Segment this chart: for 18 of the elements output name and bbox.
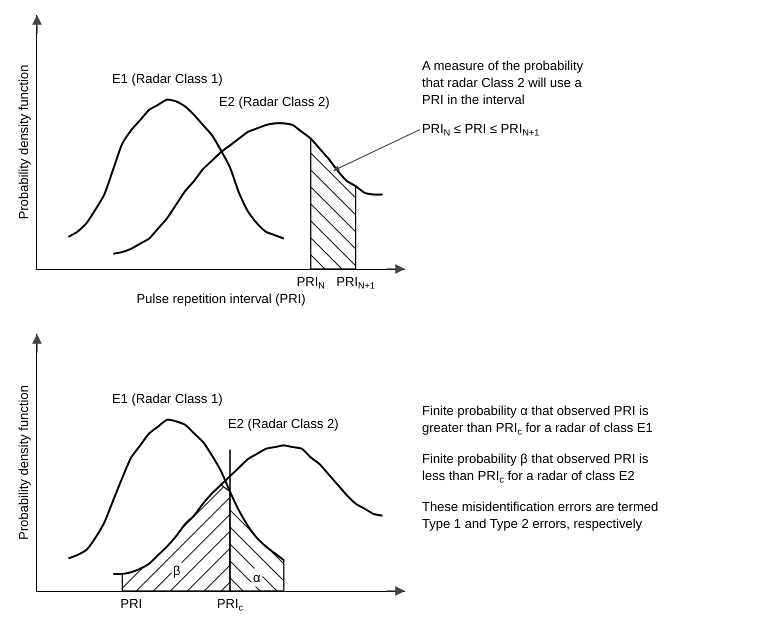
x-axis-title: Pulse repetition interval (PRI) (136, 291, 306, 306)
series-label: E2 (Radar Class 2) (219, 94, 330, 109)
text: Finite probability α that observed PRI is greater than PRI$_{c}$ for a radar of class E1 (422, 403, 653, 437)
series-label: E1 (Radar Class 1) (112, 71, 223, 86)
text: Finite probability β that observed PRI is less than PRI$_{c}$ for a radar of class E2 (422, 451, 649, 485)
x-tick-label: PRI$_{c}$ (216, 596, 244, 612)
series-label: E1 (Radar Class 1) (112, 391, 223, 406)
annotation: β (173, 563, 180, 578)
y-axis-title: Probability density function (16, 385, 31, 540)
x-tick-label: PRI$_{N}$ (296, 274, 325, 290)
annotation: α (253, 570, 261, 585)
text: A measure of the probability that radar Class 2 will use a PRI in the interval (422, 58, 584, 107)
x-tick-label: PRI (120, 596, 142, 611)
text: PRI$_{N}$ ≤ PRI ≤ PRI$_{N+1}$ (422, 121, 540, 138)
x-tick-label: PRI$_{N+1}$ (336, 274, 375, 290)
series-label: E2 (Radar Class 2) (228, 416, 339, 431)
y-axis-title: Probability density function (16, 64, 31, 220)
text: These misidentification errors are termed Type 1 and Type 2 errors, respectively (422, 499, 658, 531)
